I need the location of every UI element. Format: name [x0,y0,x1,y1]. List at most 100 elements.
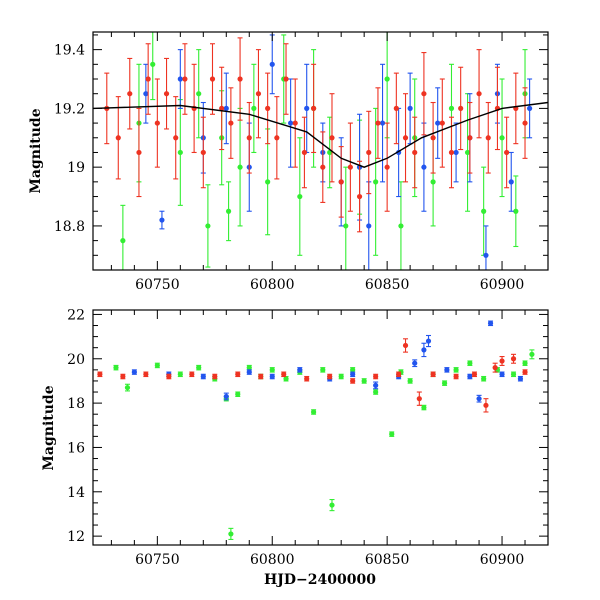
bottom-red-point [510,356,517,362]
bottom-data-area [97,320,535,541]
top-red-point [448,149,455,156]
top-red-point [412,149,418,156]
bottom-red-point [143,371,149,377]
bottom-red-point [212,373,218,380]
top-red-point [329,135,335,141]
top-red-point [115,135,121,141]
top-green-point [150,61,156,67]
bottom-green-point [329,502,335,508]
top-x-tick-label: 60750 [135,277,180,293]
bottom-red-point [304,376,310,382]
top-green-point [513,208,519,214]
top-green-point [343,223,349,229]
bottom-blue-point [487,320,494,326]
top-red-point [136,149,142,156]
top-y-tick-label: 19.4 [54,43,85,59]
bottom-red-point [327,373,333,380]
bottom-blue-point [246,369,252,375]
bottom-blue-point [373,382,379,388]
top-red-point [522,120,528,126]
top-red-point [458,105,464,111]
bottom-green-point [113,365,119,371]
top-green-point [499,135,505,141]
top-red-point [182,76,188,82]
top-red-point [356,193,363,200]
top-blue-point [177,76,183,82]
top-blue-point [159,217,165,223]
bottom-red-point [235,371,241,377]
bottom-blue-point [350,371,356,377]
bottom-y-tick-label: 16 [67,440,85,456]
bottom-blue-point [223,393,229,400]
bottom-green-point [453,367,459,373]
bottom-blue-point [412,360,418,366]
top-red-point [173,135,179,141]
bottom-red-point [492,365,498,371]
bottom-red-point [402,342,409,349]
top-blue-point [421,164,427,170]
bottom-red-point [281,371,287,377]
bottom-panel: 60750 60800 60850 60900 12 14 16 18 20 22 Magnitu… [41,307,549,588]
bottom-green-point [246,365,252,371]
bottom-blue-point [200,373,206,380]
bottom-red-point [120,373,126,380]
bottom-green-point [467,360,473,366]
bottom-x-axis-label: HJD−2400000 [264,572,376,588]
bottom-blue-point [444,367,450,373]
top-x-tick-label: 60900 [480,277,525,293]
top-blue-point [143,91,149,97]
bottom-axes: 60750 60800 60850 60900 12 14 16 18 20 22 [67,307,549,568]
bottom-blue-point [297,367,303,373]
top-blue-point [435,120,441,126]
top-red-point [145,76,151,82]
bottom-red-point [258,373,264,380]
top-red-point [476,91,482,97]
top-x-tick-label: 60800 [250,277,295,293]
bottom-y-tick-label: 20 [67,352,85,368]
bottom-green-point [481,376,487,382]
bottom-green-point [350,367,356,373]
bottom-blue-point [421,347,427,353]
top-red-point [219,105,225,111]
bottom-red-point [453,373,459,380]
bottom-red-point [97,371,103,377]
top-green-point [205,223,211,229]
bottom-red-point [416,396,422,402]
top-y-tick-label: 18.8 [54,219,85,235]
bottom-green-point [421,404,427,411]
top-green-point [373,179,379,185]
top-red-point [237,76,243,82]
top-red-point [366,149,372,156]
bottom-green-point [529,351,535,357]
bottom-red-point [350,378,356,384]
bottom-blue-point [467,373,473,380]
top-blue-point [527,105,533,111]
bottom-green-point [373,389,379,395]
top-red-point [320,164,326,170]
bottom-y-tick-label: 12 [67,529,85,545]
top-green-point [464,149,471,156]
top-red-point [200,149,206,156]
bottom-green-point [124,384,131,391]
top-blue-point [304,105,310,111]
bottom-red-point [471,371,478,377]
bottom-green-point [441,380,448,386]
top-blue-point [407,105,413,111]
top-red-point [485,135,491,141]
top-blue-point [223,105,229,111]
top-red-point [421,91,427,97]
top-green-point [448,105,455,111]
top-y-tick-label: 19.2 [54,101,85,117]
top-red-point [209,76,216,82]
bottom-blue-point [499,371,505,377]
top-axes: 60750 60800 60850 60900 18.8 19 19.2 19.4 [54,32,549,293]
top-green-point [481,208,487,214]
top-data-area [93,32,548,270]
bottom-red-point [430,371,436,377]
top-y-tick-label: 19 [67,160,85,176]
bottom-green-point [338,373,344,380]
bottom-green-point [361,378,367,384]
top-green-point [384,76,390,82]
top-blue-point [483,252,489,258]
top-red-point [430,135,436,141]
